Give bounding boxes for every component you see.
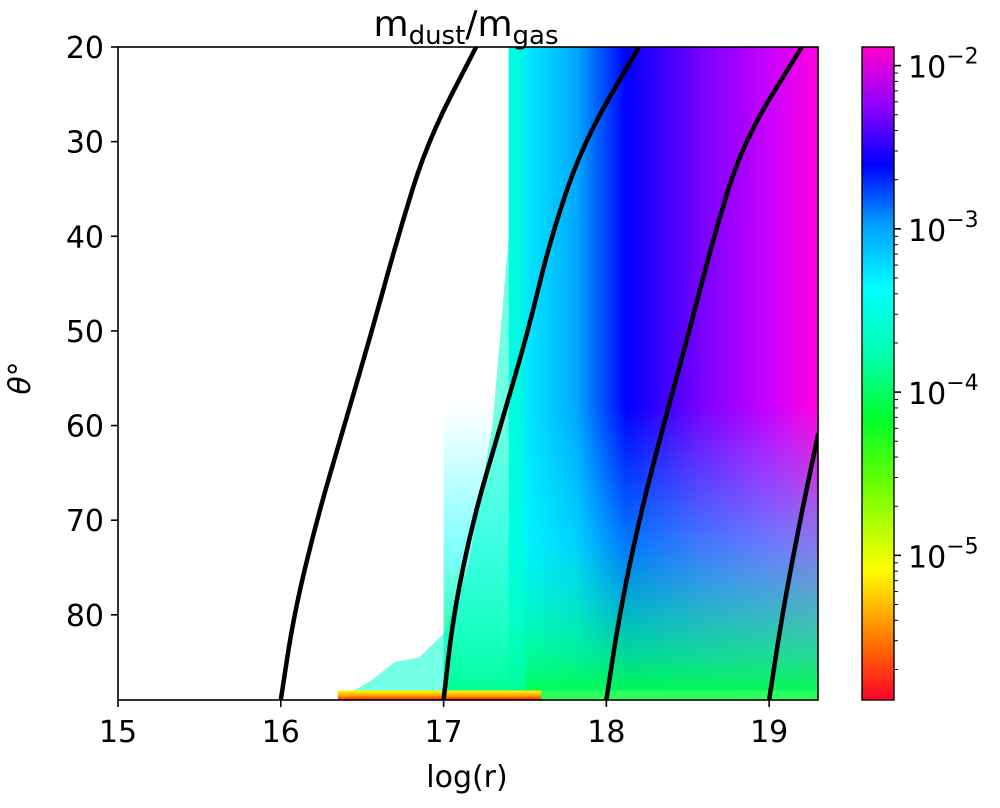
contour-17 bbox=[441, 47, 642, 700]
colorbar-tick-label: 10−3 bbox=[908, 208, 979, 249]
heatmap-boundary-region bbox=[337, 47, 525, 700]
heatmap-equator-strip-outer bbox=[541, 690, 818, 700]
y-tick-label: 20 bbox=[66, 31, 104, 66]
y-tick-label: 80 bbox=[66, 599, 104, 634]
plot-frame bbox=[117, 46, 819, 701]
x-tick-label: 19 bbox=[750, 715, 788, 750]
colorbar-tick-label: 10−4 bbox=[908, 371, 979, 412]
x-tick-label: 15 bbox=[99, 715, 137, 750]
x-axis-label: log(r) bbox=[426, 760, 507, 795]
y-tick-label: 70 bbox=[66, 504, 104, 539]
colorbar-tick-label: 10−2 bbox=[908, 45, 979, 86]
contour-19 bbox=[766, 432, 818, 700]
chart-title: mdust/mgas bbox=[374, 4, 559, 51]
contour-18 bbox=[604, 47, 804, 700]
y-tick-label: 60 bbox=[66, 410, 104, 445]
colorbar-tick-label: 10−5 bbox=[908, 534, 979, 575]
contour-lines bbox=[278, 47, 818, 700]
y-tick-label: 30 bbox=[66, 126, 104, 161]
y-axis-label: θ° bbox=[3, 361, 38, 394]
y-axis: 20 30 40 50 60 70 80 bbox=[66, 31, 118, 634]
y-tick-label: 40 bbox=[66, 220, 104, 255]
colorbar bbox=[861, 46, 895, 701]
heatmap-equator-strip bbox=[337, 690, 542, 700]
x-axis: 15 16 17 18 19 bbox=[99, 700, 788, 750]
colorbar-ticks: 10−5 10−4 10−3 10−2 bbox=[894, 45, 979, 575]
x-tick-label: 16 bbox=[262, 715, 300, 750]
colorbar-minor-ticks bbox=[894, 72, 898, 670]
contour-16 bbox=[278, 47, 479, 700]
x-tick-label: 17 bbox=[424, 715, 462, 750]
x-tick-label: 18 bbox=[587, 715, 625, 750]
heatmap-field bbox=[337, 47, 818, 700]
y-tick-label: 50 bbox=[66, 315, 104, 350]
